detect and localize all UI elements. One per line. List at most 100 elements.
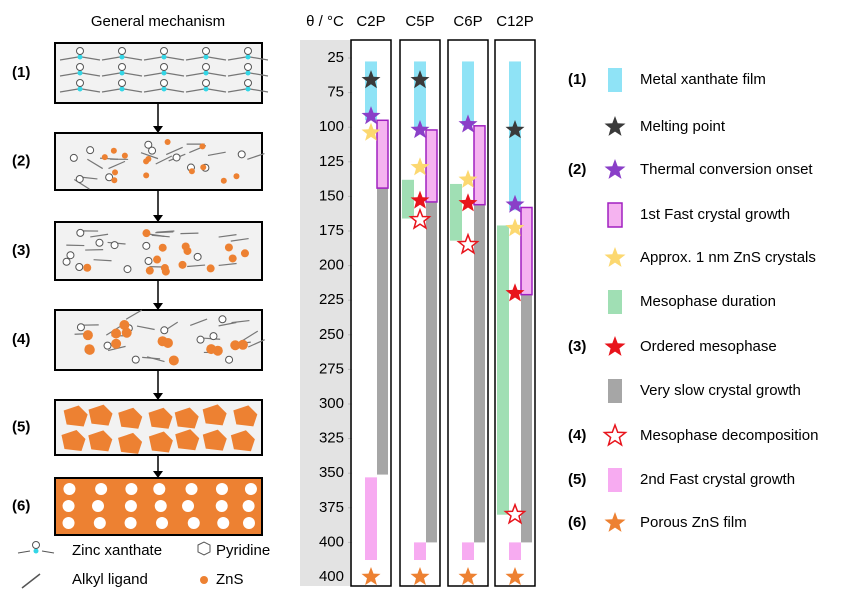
zns (122, 328, 132, 338)
range-bar (521, 295, 532, 543)
range-bar (426, 201, 437, 543)
zns (143, 172, 149, 178)
pyridine (161, 64, 168, 71)
zns (165, 139, 171, 145)
range-bar (474, 205, 485, 543)
arrow-head (153, 126, 163, 133)
legend-text: Ordered mesophase (640, 338, 777, 355)
legend-number: (1) (568, 71, 586, 88)
legend-number: (6) (568, 514, 586, 531)
y-tick-label: 350 (319, 464, 344, 481)
zinc (120, 55, 125, 60)
y-tick-label: 150 (319, 187, 344, 204)
zns (83, 330, 93, 340)
range-bar (377, 188, 388, 474)
pore (243, 517, 255, 529)
legend-swatch (605, 159, 626, 179)
pore (63, 500, 75, 512)
pyridine (77, 229, 84, 236)
arrow-head (153, 393, 163, 400)
step-label: (2) (12, 152, 30, 169)
legend-text: Approx. 1 nm ZnS crystals (640, 249, 816, 266)
zns (112, 169, 118, 175)
legend-number: (3) (568, 338, 586, 355)
zinc (246, 87, 251, 92)
y-tick-label: 325 (319, 430, 344, 447)
legend-swatch (605, 425, 626, 445)
range-bar (462, 542, 474, 560)
zinc (78, 87, 83, 92)
y-tick-label: 125 (319, 153, 344, 170)
pyridine (145, 141, 152, 148)
legend-swatch (608, 203, 622, 227)
zns (189, 168, 195, 174)
legend-swatch (608, 468, 622, 492)
pyridine (226, 356, 233, 363)
zns (182, 242, 190, 250)
y-tick-label: 300 (319, 395, 344, 412)
range-bar (450, 184, 462, 241)
mechanism-title: General mechanism (91, 13, 225, 30)
legend-number: (5) (568, 471, 586, 488)
ligand-icon (18, 551, 30, 553)
column-header: C2P (356, 13, 385, 30)
ligand-icon (42, 551, 54, 553)
pyridine (87, 147, 94, 154)
range-bar (365, 477, 377, 560)
pore (92, 500, 104, 512)
zns (233, 173, 239, 179)
range-bar (521, 207, 532, 294)
pyridine (194, 253, 201, 260)
star-marker (459, 567, 478, 585)
legend-swatch (608, 290, 622, 314)
zns (145, 156, 151, 162)
y-tick-label: 225 (319, 291, 344, 308)
zns (179, 261, 187, 269)
zns (199, 143, 205, 149)
legend-text: Metal xanthate film (640, 71, 766, 88)
zns (169, 355, 179, 365)
pore (153, 483, 165, 495)
zns (153, 256, 161, 264)
pyridine (124, 266, 131, 273)
legend-text: Melting point (640, 118, 726, 135)
zns (122, 153, 128, 159)
legend-text: 1st Fast crystal growth (640, 206, 790, 223)
zns (83, 264, 91, 272)
legend-text: Thermal conversion onset (640, 161, 813, 178)
ligand (180, 233, 198, 234)
zinc (204, 55, 209, 60)
range-bar (474, 126, 485, 205)
zns (111, 148, 117, 154)
pyridine (119, 64, 126, 71)
y-tick-label: 375 (319, 499, 344, 516)
pyridine (67, 252, 74, 259)
arrow-head (153, 471, 163, 478)
zns (213, 346, 223, 356)
pyridine (238, 151, 245, 158)
zinc (120, 87, 125, 92)
range-bar (414, 542, 426, 560)
zinc (120, 71, 125, 76)
pyridine (104, 342, 111, 349)
step-label: (5) (12, 418, 30, 435)
pyridine (245, 80, 252, 87)
y-tick-label: 200 (319, 257, 344, 274)
pyridine (173, 154, 180, 161)
legend-text: ZnS (216, 571, 244, 588)
pyridine (77, 64, 84, 71)
zns (241, 249, 249, 257)
zns (111, 329, 121, 339)
pyridine (219, 316, 226, 323)
legend-swatch (605, 247, 626, 267)
pore (217, 517, 229, 529)
legend-text: 2nd Fast crystal growth (640, 471, 795, 488)
ligand-icon (22, 574, 40, 588)
ligand (155, 232, 173, 233)
zns (225, 243, 233, 251)
pyridine (245, 64, 252, 71)
column-header: C5P (405, 13, 434, 30)
step-label: (3) (12, 242, 30, 259)
figure: General mechanism θ / °C (1)(2)(3)(4)(5)… (0, 0, 856, 589)
arrow-head (153, 303, 163, 310)
